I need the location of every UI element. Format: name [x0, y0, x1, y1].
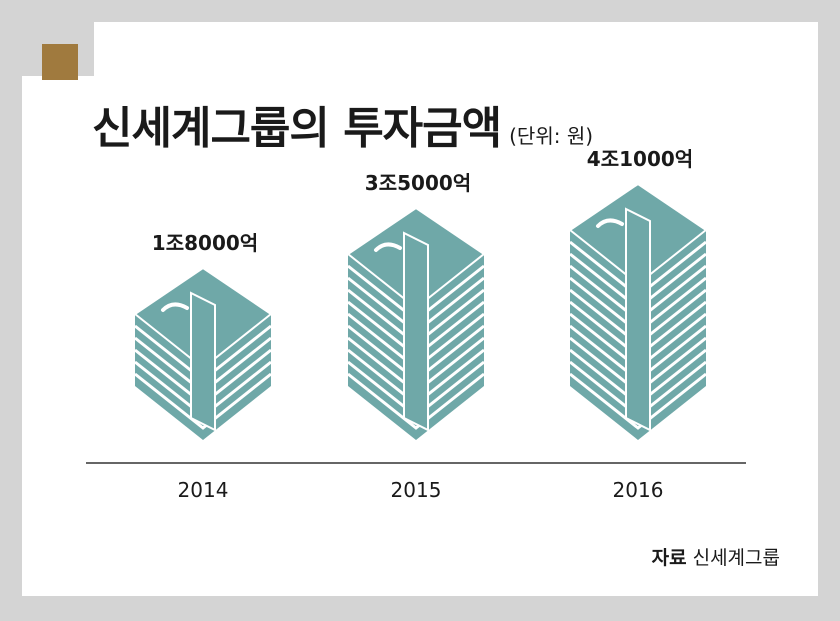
data-label: 4조1000억: [587, 147, 693, 171]
bill-layer-line: [569, 372, 707, 430]
stack-band: [403, 231, 429, 432]
money-stack-bar: [568, 182, 708, 440]
x-tick-label: 2016: [613, 478, 664, 502]
money-stack-bar: [346, 206, 486, 440]
source-label: 자료: [651, 547, 687, 569]
bill-layer-line: [347, 372, 485, 430]
chart-title: 신세계그룹의 투자금액: [92, 103, 502, 154]
bill-layer-line: [134, 372, 272, 430]
data-label: 1조8000억: [152, 231, 258, 255]
bill-curl-mark: [596, 218, 624, 228]
money-stack-bar: [133, 266, 273, 440]
bill-curl-mark: [161, 302, 189, 312]
data-label: 3조5000억: [365, 171, 471, 195]
bill-curl-mark: [374, 242, 402, 252]
x-tick-label: 2015: [391, 478, 442, 502]
title-block: 신세계그룹의 투자금액 (단위: 원): [92, 92, 593, 156]
source-note: 자료 신세계그룹: [652, 543, 780, 570]
stack-band: [190, 291, 216, 432]
badge-square: [42, 44, 78, 80]
source-text: 신세계그룹: [692, 547, 780, 569]
x-tick-label: 2014: [178, 478, 229, 502]
stack-band: [625, 207, 651, 432]
unit-note: (단위: 원): [509, 124, 594, 148]
